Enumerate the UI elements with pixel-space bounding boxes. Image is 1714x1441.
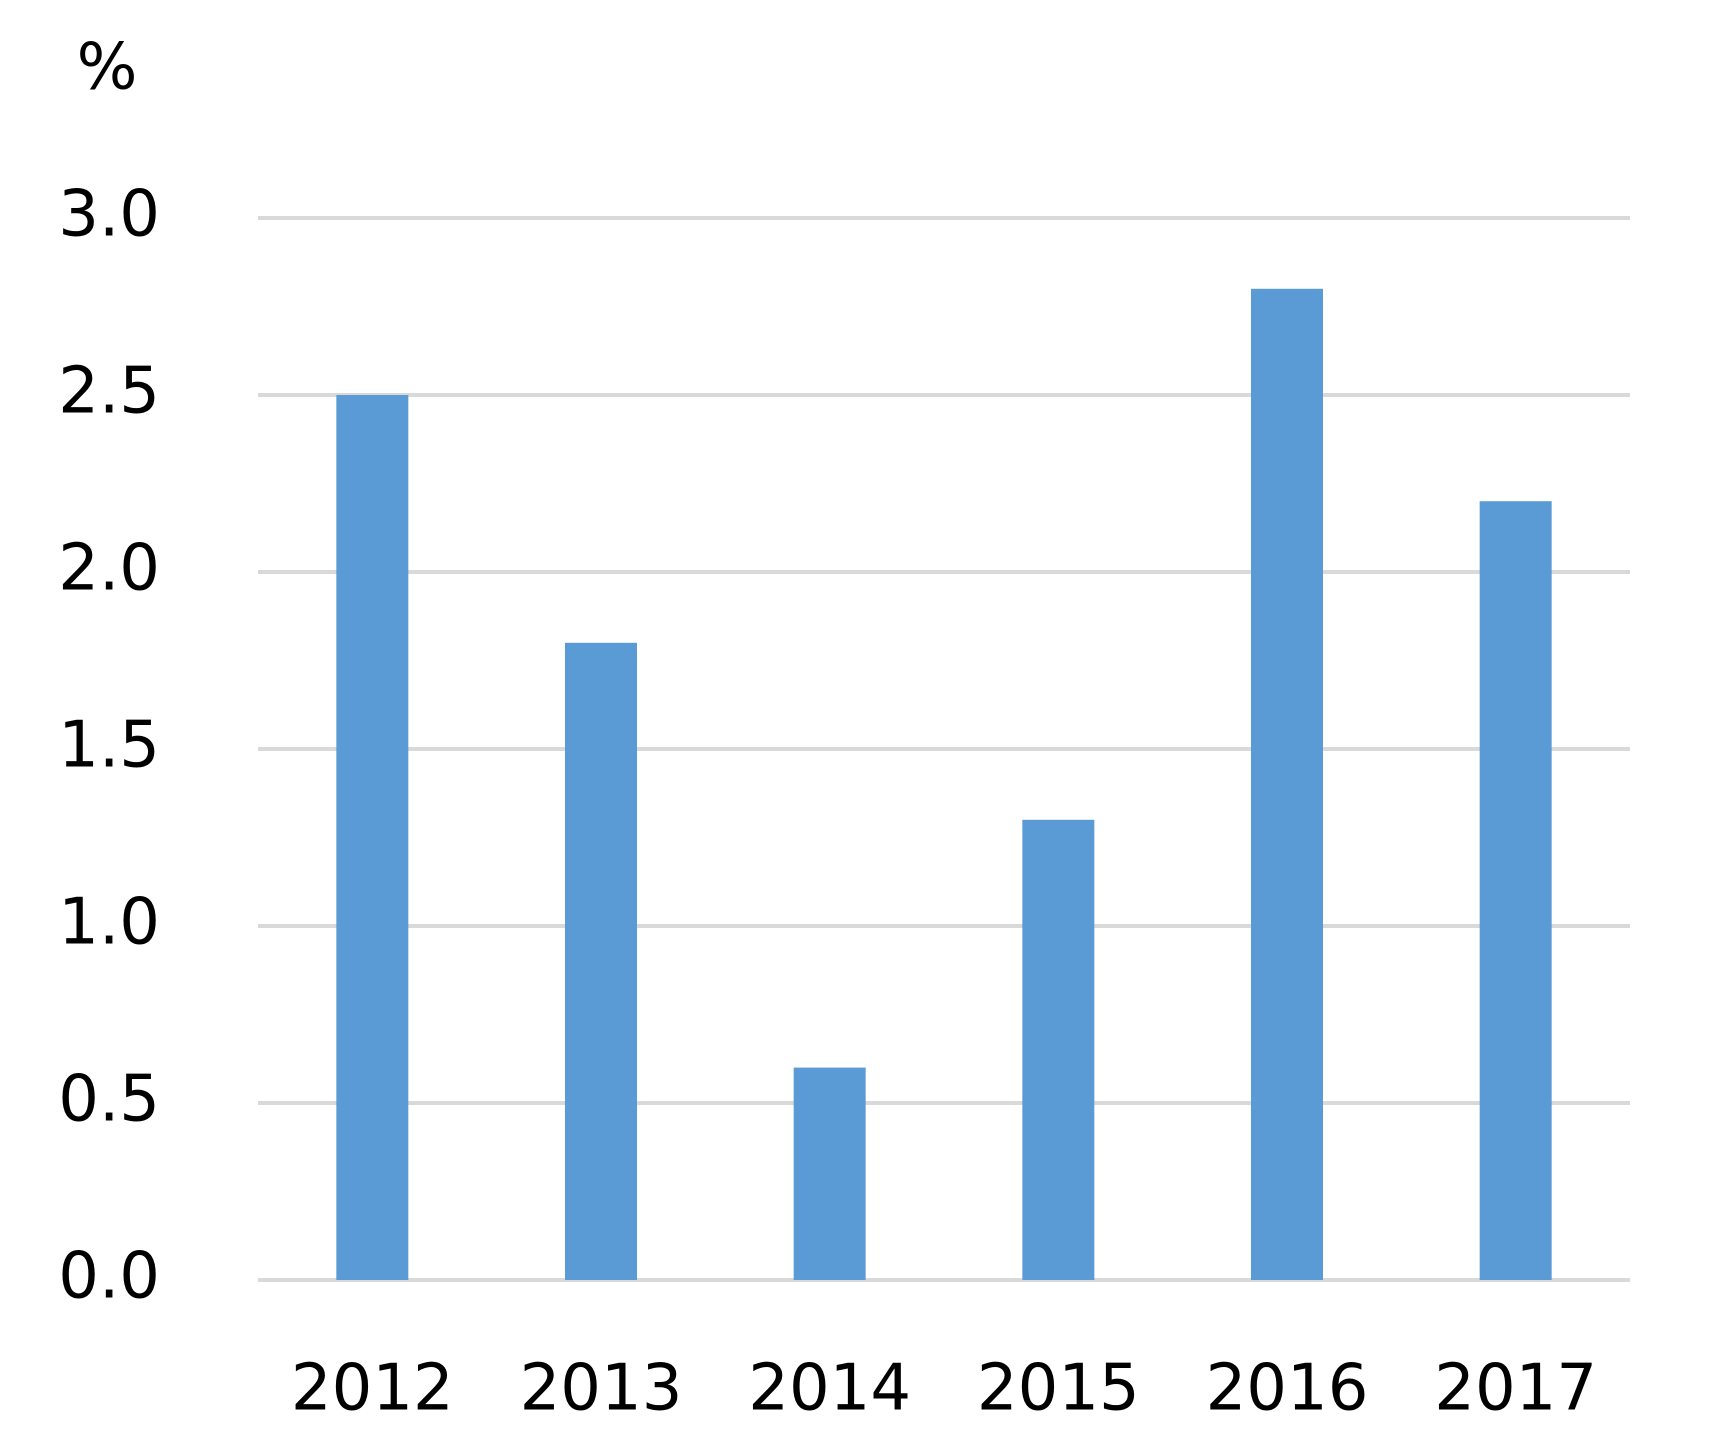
- y-tick-label: 0.5: [58, 1063, 160, 1137]
- y-tick-label: 1.5: [58, 709, 160, 783]
- y-tick-label: 1.0: [58, 886, 160, 960]
- x-tick-label: 2012: [291, 1352, 454, 1426]
- bar: [565, 642, 637, 1280]
- x-tick-label: 2014: [748, 1352, 911, 1426]
- y-tick-label: 2.5: [58, 355, 160, 429]
- bar: [1251, 288, 1323, 1280]
- y-tick-label: 2.0: [58, 532, 160, 606]
- y-tick-label: 3.0: [58, 178, 160, 252]
- y-axis-label: %: [77, 31, 138, 105]
- x-tick-label: 2015: [977, 1352, 1140, 1426]
- bar: [336, 395, 409, 1280]
- x-tick-label: 2013: [520, 1352, 683, 1426]
- bar: [1479, 501, 1552, 1280]
- x-tick-label: 2017: [1434, 1352, 1597, 1426]
- bar: [1022, 819, 1095, 1280]
- x-tick-label: 2016: [1206, 1352, 1369, 1426]
- bar: [793, 1067, 866, 1280]
- y-tick-label: 0.0: [58, 1240, 160, 1314]
